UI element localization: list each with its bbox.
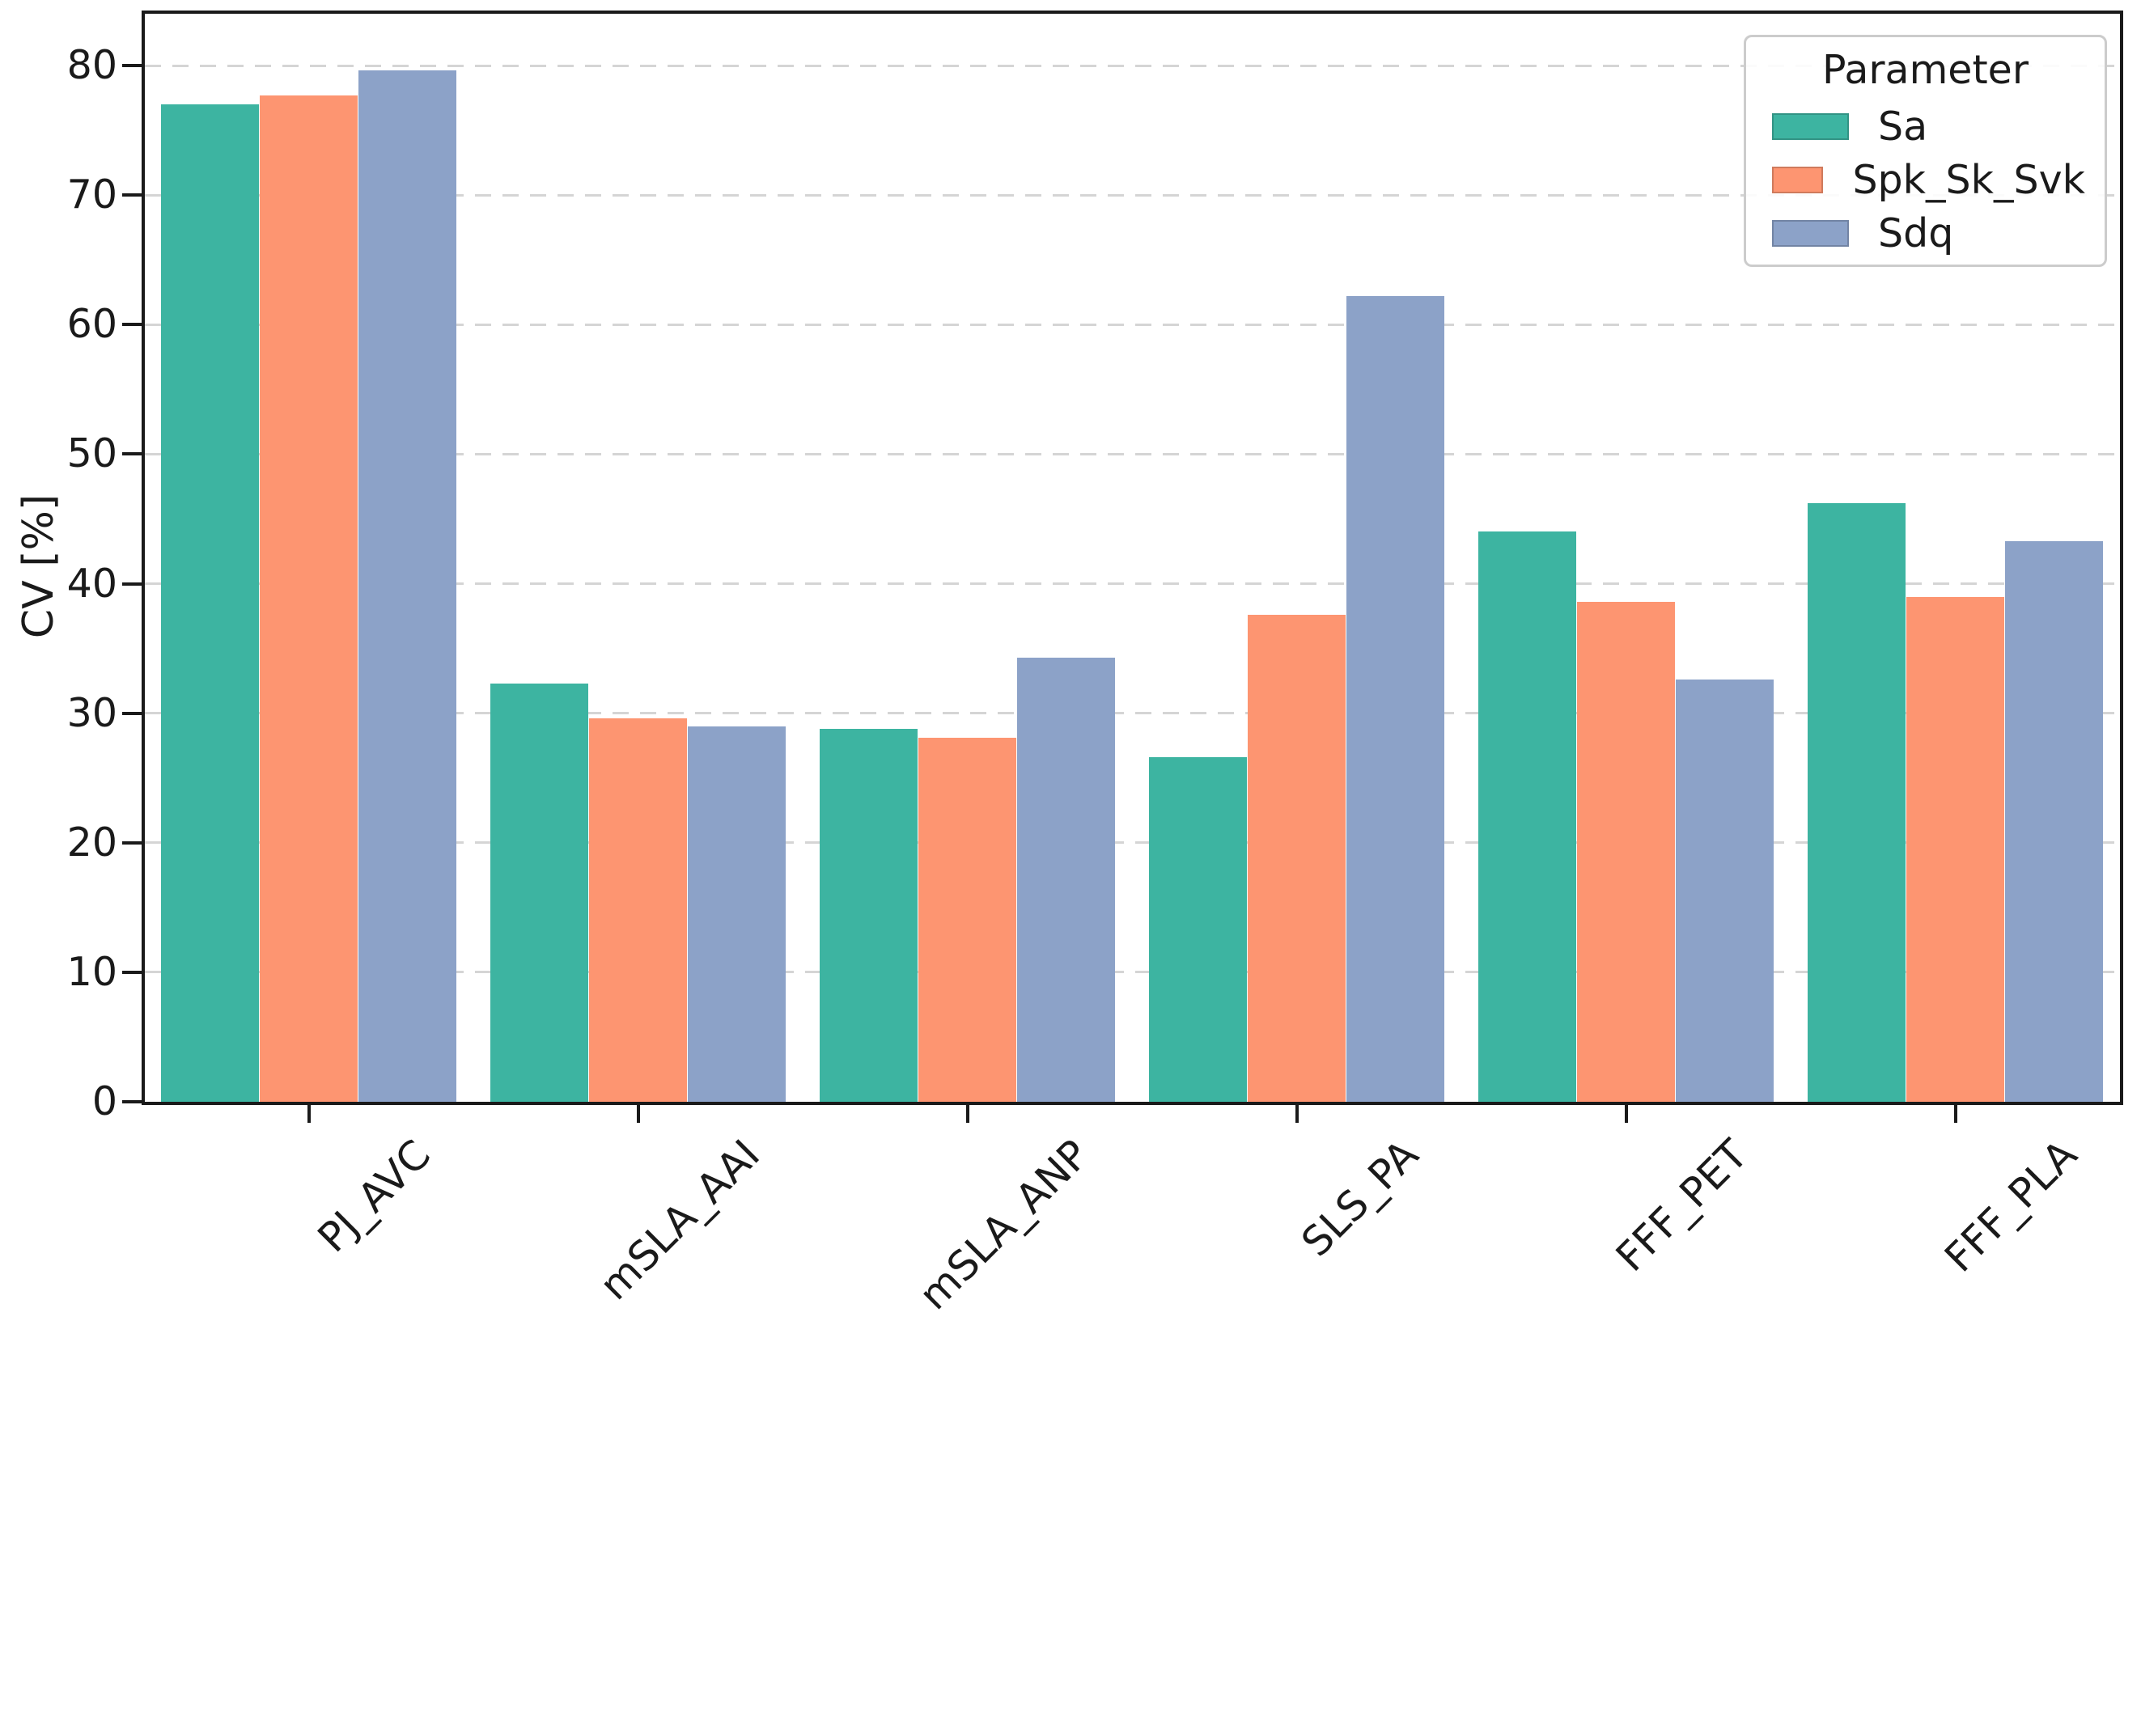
y-tick-label-20: 20 — [66, 819, 117, 866]
legend: Parameter Sa Spk_Sk_Svk Sdq — [1744, 35, 2107, 267]
bar-Spk_Sk_Svk-FFF_PET — [1576, 601, 1675, 1102]
x-tick-label-SLS_PA: SLS_PA — [1292, 1131, 1427, 1266]
y-tick-mark-10 — [122, 970, 142, 974]
bar-Sdq-PJ_AVC — [358, 70, 457, 1102]
bar-Sa-FFF_PLA — [1807, 503, 1906, 1102]
bar-Sa-SLS_PA — [1148, 757, 1247, 1102]
y-tick-label-50: 50 — [66, 430, 117, 477]
gridline-50 — [145, 452, 2120, 455]
y-tick-mark-40 — [122, 582, 142, 586]
bar-Sa-mSLA_AAI — [490, 683, 589, 1102]
bar-Sdq-SLS_PA — [1346, 296, 1444, 1102]
y-tick-mark-80 — [122, 64, 142, 68]
legend-label: Spk_Sk_Svk — [1852, 156, 2085, 203]
bar-Sdq-FFF_PET — [1675, 680, 1774, 1102]
bar-Spk_Sk_Svk-mSLA_ANP — [918, 738, 1017, 1102]
legend-entry-Spk_Sk_Svk: Spk_Sk_Svk — [1766, 153, 2085, 206]
bar-Sa-FFF_PET — [1478, 531, 1576, 1102]
x-tick-mark-mSLA_AAI — [637, 1105, 641, 1123]
y-tick-label-60: 60 — [66, 301, 117, 348]
y-tick-label-10: 10 — [66, 948, 117, 995]
legend-title: Parameter — [1822, 47, 2029, 93]
y-tick-mark-20 — [122, 840, 142, 845]
legend-label: Sa — [1878, 103, 1928, 150]
y-tick-mark-0 — [122, 1100, 142, 1103]
y-tick-label-70: 70 — [66, 171, 117, 218]
gridline-30 — [145, 712, 2120, 715]
bar-Spk_Sk_Svk-FFF_PLA — [1906, 596, 2004, 1102]
gridline-20 — [145, 841, 2120, 845]
legend-swatch-icon — [1772, 112, 1849, 140]
legend-entry-Sa: Sa — [1766, 100, 2085, 153]
bar-chart-figure: CV [%] 0 10 20 30 40 50 60 70 80 PJ_AVC mSLA_AAI mS… — [15, 11, 2123, 1319]
y-tick-label-30: 30 — [66, 689, 117, 736]
x-tick-mark-mSLA_ANP — [966, 1105, 970, 1123]
x-tick-mark-FFF_PET — [1624, 1105, 1628, 1123]
y-tick-mark-70 — [122, 193, 142, 197]
x-tick-label-FFF_PET: FFF_PET — [1606, 1131, 1757, 1281]
x-tick-label-mSLA_AAI: mSLA_AAI — [591, 1131, 769, 1310]
x-tick-mark-PJ_AVC — [307, 1105, 312, 1123]
y-tick-label-40: 40 — [66, 560, 117, 607]
bar-Sdq-mSLA_ANP — [1017, 657, 1116, 1102]
x-tick-mark-FFF_PLA — [1953, 1105, 1957, 1123]
legend-swatch-icon — [1772, 219, 1849, 247]
bar-Spk_Sk_Svk-PJ_AVC — [260, 95, 358, 1102]
legend-label: Sdq — [1878, 210, 1954, 256]
y-tick-label-80: 80 — [66, 42, 117, 89]
gridline-10 — [145, 971, 2120, 974]
x-tick-label-mSLA_ANP: mSLA_ANP — [909, 1131, 1099, 1319]
bar-Sdq-FFF_PLA — [2004, 540, 2103, 1102]
bar-Sa-mSLA_ANP — [820, 728, 918, 1102]
gridline-80 — [145, 64, 2120, 67]
bar-Spk_Sk_Svk-SLS_PA — [1247, 614, 1346, 1102]
bar-Sa-PJ_AVC — [161, 104, 260, 1102]
gridline-60 — [145, 323, 2120, 326]
legend-rows: Sa Spk_Sk_Svk Sdq — [1766, 100, 2085, 260]
y-tick-label-0: 0 — [91, 1078, 117, 1124]
x-tick-mark-SLS_PA — [1295, 1105, 1299, 1123]
bar-Sdq-mSLA_AAI — [688, 726, 786, 1102]
y-tick-mark-30 — [122, 711, 142, 715]
bar-Spk_Sk_Svk-mSLA_AAI — [589, 718, 688, 1102]
legend-entry-Sdq: Sdq — [1766, 206, 2085, 260]
legend-swatch-icon — [1772, 166, 1824, 193]
gridline-40 — [145, 582, 2120, 586]
x-tick-label-FFF_PLA: FFF_PLA — [1935, 1131, 2086, 1281]
y-tick-mark-50 — [122, 452, 142, 456]
y-tick-mark-60 — [122, 323, 142, 327]
gridline-70 — [145, 193, 2120, 197]
